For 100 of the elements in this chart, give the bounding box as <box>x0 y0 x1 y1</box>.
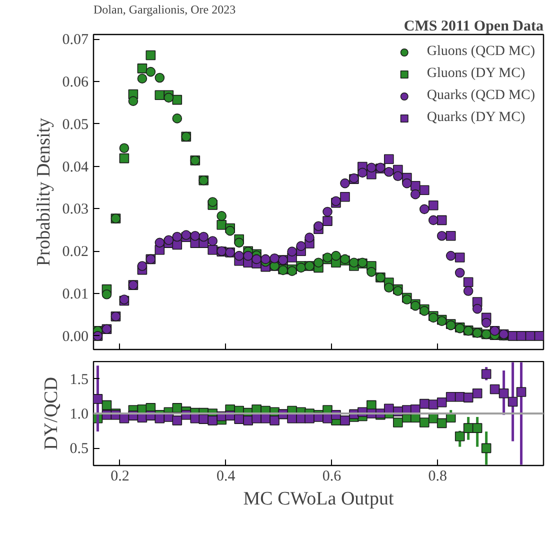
point <box>270 253 280 264</box>
point <box>331 250 341 261</box>
point <box>154 238 165 248</box>
point <box>198 414 209 424</box>
point <box>472 423 482 433</box>
y-tick-label: 0.05 <box>62 116 88 133</box>
point <box>181 230 192 240</box>
point <box>154 72 165 83</box>
point <box>446 230 456 241</box>
point <box>164 92 174 103</box>
point <box>164 235 174 246</box>
point <box>498 388 509 398</box>
point <box>534 331 544 341</box>
point <box>234 250 244 261</box>
y-tick-label: 0.07 <box>62 32 89 48</box>
y-axis-title: DY/QCD <box>40 377 62 450</box>
point <box>525 331 536 341</box>
point <box>208 244 218 255</box>
point <box>252 254 262 264</box>
point <box>314 258 324 268</box>
point <box>198 232 209 242</box>
legend-label: Gluons (QCD MC) <box>426 44 535 60</box>
point <box>419 185 430 195</box>
point <box>384 282 394 292</box>
point <box>243 250 253 261</box>
point <box>340 178 350 188</box>
point <box>314 221 324 232</box>
y-tick-label: 0.01 <box>62 286 88 303</box>
point <box>146 50 156 60</box>
y-tick-label: 1.0 <box>70 406 88 422</box>
point <box>225 226 235 236</box>
point <box>208 197 218 207</box>
point <box>463 423 474 433</box>
point <box>349 258 359 268</box>
point <box>322 206 332 217</box>
point <box>146 66 156 77</box>
text: Dolan, Gargalionis, Ore 2023 <box>94 2 236 16</box>
y-tick-label: 0.00 <box>62 328 88 345</box>
legend-label: Quarks (QCD MC) <box>426 88 535 104</box>
point <box>436 215 447 226</box>
point <box>428 200 438 210</box>
point <box>119 143 130 154</box>
point <box>172 114 182 124</box>
point <box>481 369 492 379</box>
point <box>384 154 394 164</box>
point <box>366 162 376 173</box>
point <box>463 277 474 287</box>
point <box>463 286 474 296</box>
legend-label: Quarks (DY MC) <box>426 110 526 126</box>
x-tick-label: 0.6 <box>322 468 342 484</box>
point <box>137 64 148 74</box>
point <box>190 230 200 241</box>
point <box>243 416 253 426</box>
y-axis-title: Probability Density <box>33 117 54 266</box>
point <box>419 398 430 409</box>
point <box>172 232 182 242</box>
point <box>454 268 465 278</box>
point <box>393 418 403 428</box>
point <box>384 166 394 177</box>
point <box>208 236 218 246</box>
y-tick-label: 0.04 <box>62 159 89 176</box>
x-tick-label: 0.8 <box>428 468 447 484</box>
point <box>208 416 218 426</box>
point <box>94 394 103 404</box>
point <box>419 418 430 428</box>
point <box>234 414 244 424</box>
point <box>402 178 412 188</box>
point <box>481 318 492 328</box>
point <box>454 252 465 262</box>
point <box>102 400 112 410</box>
point <box>287 246 297 256</box>
point <box>216 220 227 230</box>
point <box>508 396 518 407</box>
point <box>154 90 165 100</box>
point <box>216 211 227 221</box>
point <box>410 189 420 200</box>
point <box>463 392 474 402</box>
point <box>340 192 350 202</box>
point <box>446 392 456 402</box>
x-tick-label: 0.2 <box>110 468 130 484</box>
point <box>428 215 438 226</box>
y-tick-label: 0.03 <box>62 202 88 218</box>
point <box>428 400 438 410</box>
y-tick-label: 1.5 <box>70 372 88 388</box>
point <box>137 261 148 271</box>
point <box>454 431 465 442</box>
point <box>172 416 182 426</box>
point <box>516 387 526 397</box>
point <box>436 230 447 241</box>
point <box>436 398 447 408</box>
point <box>446 250 456 261</box>
point <box>419 204 430 214</box>
point <box>260 254 270 264</box>
point <box>393 171 403 181</box>
point <box>322 216 332 226</box>
x-axis-title: MC CWoLa Output <box>243 488 394 510</box>
point <box>296 241 306 251</box>
point <box>270 416 280 426</box>
point <box>137 74 148 84</box>
legend-label: Gluons (DY MC) <box>426 66 526 82</box>
